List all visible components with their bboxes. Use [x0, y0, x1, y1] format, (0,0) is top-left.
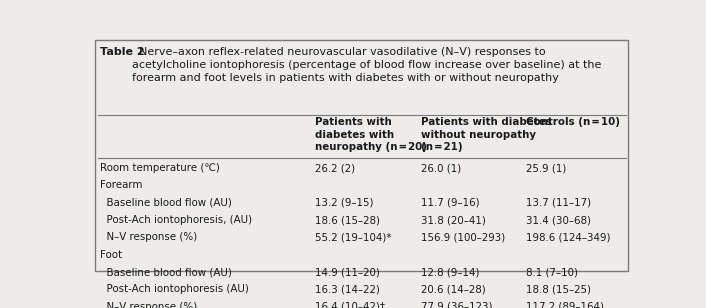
Text: 20.6 (14–28): 20.6 (14–28)	[421, 284, 486, 294]
Text: 25.9 (1): 25.9 (1)	[526, 163, 566, 173]
FancyBboxPatch shape	[95, 40, 628, 271]
Text: 31.4 (30–68): 31.4 (30–68)	[526, 215, 591, 225]
Text: 77.9 (36–123): 77.9 (36–123)	[421, 302, 492, 308]
Text: 16.4 (10–42)†: 16.4 (10–42)†	[316, 302, 385, 308]
Text: 18.8 (15–25): 18.8 (15–25)	[526, 284, 591, 294]
Text: Forearm: Forearm	[100, 180, 143, 190]
Text: 11.7 (9–16): 11.7 (9–16)	[421, 198, 479, 208]
Text: 14.9 (11–20): 14.9 (11–20)	[316, 267, 381, 277]
Text: Foot: Foot	[100, 250, 122, 260]
Text: N–V response (%): N–V response (%)	[100, 302, 198, 308]
Text: Table 2: Table 2	[100, 47, 145, 57]
Text: 26.0 (1): 26.0 (1)	[421, 163, 461, 173]
Text: 18.6 (15–28): 18.6 (15–28)	[316, 215, 381, 225]
Text: 198.6 (124–349): 198.6 (124–349)	[526, 232, 611, 242]
Text: Post-Ach iontophoresis, (AU): Post-Ach iontophoresis, (AU)	[100, 215, 253, 225]
Text: Baseline blood flow (AU): Baseline blood flow (AU)	[100, 267, 232, 277]
Text: Baseline blood flow (AU): Baseline blood flow (AU)	[100, 198, 232, 208]
Text: 16.3 (14–22): 16.3 (14–22)	[316, 284, 381, 294]
Text: N–V response (%): N–V response (%)	[100, 232, 198, 242]
Text: 26.2 (2): 26.2 (2)	[316, 163, 355, 173]
Text: Controls (n = 10): Controls (n = 10)	[526, 117, 620, 127]
Text: 117.2 (89–164): 117.2 (89–164)	[526, 302, 604, 308]
Text: Room temperature (℃): Room temperature (℃)	[100, 163, 220, 173]
Text: 8.1 (7–10): 8.1 (7–10)	[526, 267, 578, 277]
Text: 12.8 (9–14): 12.8 (9–14)	[421, 267, 479, 277]
Text: 156.9 (100–293): 156.9 (100–293)	[421, 232, 505, 242]
Text: Post-Ach iontophoresis (AU): Post-Ach iontophoresis (AU)	[100, 284, 249, 294]
Text: Patients with diabetes
without neuropathy
(n = 21): Patients with diabetes without neuropath…	[421, 117, 551, 152]
Text: Nerve–axon reflex-related neurovascular vasodilative (N–V) responses to
acetylch: Nerve–axon reflex-related neurovascular …	[132, 47, 602, 83]
Text: 55.2 (19–104)*: 55.2 (19–104)*	[316, 232, 392, 242]
Text: Patients with
diabetes with
neuropathy (n = 20): Patients with diabetes with neuropathy (…	[316, 117, 427, 152]
Text: 13.7 (11–17): 13.7 (11–17)	[526, 198, 591, 208]
Text: 13.2 (9–15): 13.2 (9–15)	[316, 198, 373, 208]
Text: 31.8 (20–41): 31.8 (20–41)	[421, 215, 486, 225]
